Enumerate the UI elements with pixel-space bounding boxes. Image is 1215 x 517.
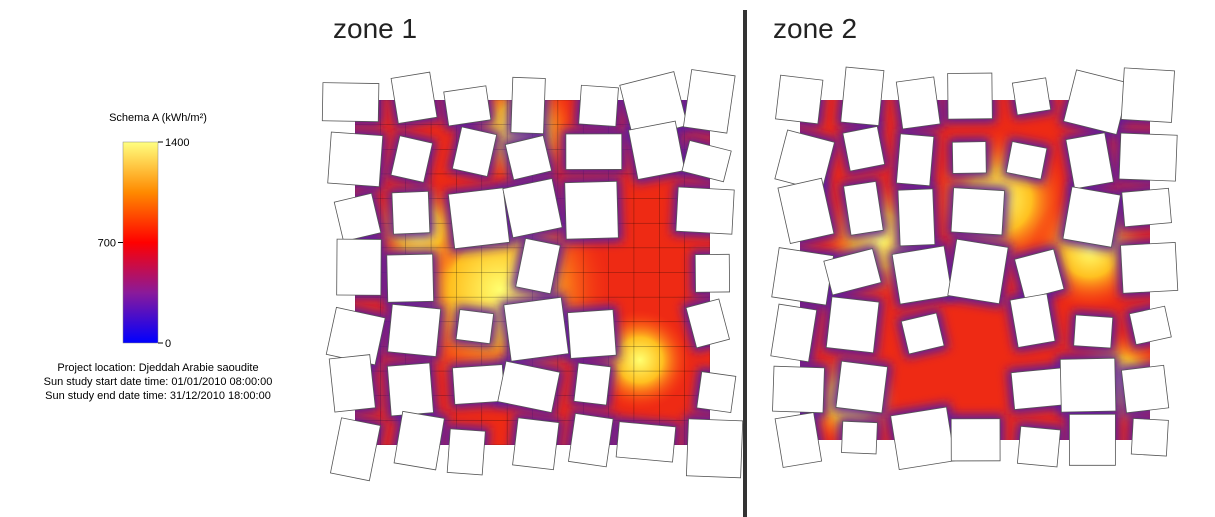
building [515, 237, 561, 295]
building [771, 247, 834, 306]
building [1065, 132, 1114, 190]
heatmap [321, 69, 744, 482]
building [774, 412, 823, 468]
building [1128, 305, 1172, 346]
building [330, 417, 381, 482]
building [681, 139, 732, 183]
building [897, 188, 936, 247]
zone-label: zone 2 [773, 13, 857, 44]
building [393, 410, 445, 471]
building [502, 178, 563, 239]
building [694, 253, 731, 293]
building [391, 190, 431, 235]
building [842, 125, 886, 172]
building [1121, 187, 1172, 228]
building [615, 421, 677, 463]
building [950, 187, 1005, 236]
building [564, 180, 619, 240]
building [443, 85, 492, 127]
building [891, 245, 953, 305]
building [510, 76, 546, 135]
info-line: Project location: Djeddah Arabie saoudit… [57, 362, 258, 374]
building [512, 417, 560, 471]
building [685, 298, 730, 349]
building [1120, 67, 1175, 123]
building [947, 72, 993, 120]
building [1009, 293, 1056, 348]
building [390, 71, 438, 124]
building [321, 82, 380, 123]
building [1010, 367, 1067, 410]
building [1011, 77, 1052, 116]
building [772, 365, 825, 414]
building [896, 133, 935, 187]
building [447, 187, 510, 250]
building [1118, 132, 1178, 182]
building [336, 238, 382, 296]
building [1068, 413, 1116, 466]
building [568, 412, 614, 468]
legend-title: Schema A (kWh/m²) [109, 112, 207, 124]
zone-label: zone 1 [333, 13, 417, 44]
building [1130, 417, 1169, 457]
building [775, 74, 824, 125]
building [947, 238, 1009, 305]
building [451, 126, 498, 177]
tick-label: 1400 [165, 137, 189, 149]
building [890, 406, 956, 471]
building [841, 420, 878, 455]
color-bar [122, 141, 159, 344]
building [386, 362, 434, 417]
building [675, 186, 735, 235]
building [840, 66, 885, 127]
building [1016, 425, 1061, 468]
info-line: Sun study end date time: 31/12/2010 18:0… [45, 390, 271, 402]
building [327, 131, 384, 188]
building [333, 192, 382, 243]
building [1059, 357, 1117, 413]
building [328, 354, 376, 413]
heatmap [770, 66, 1179, 471]
legend-ticks: 1400 700 0 [98, 137, 190, 350]
building [895, 76, 941, 130]
building [573, 362, 612, 406]
building [682, 69, 736, 134]
building [452, 364, 506, 405]
building [446, 428, 486, 476]
building [504, 135, 553, 181]
info-line: Sun study start date time: 01/01/2010 08… [44, 376, 273, 388]
building [770, 303, 818, 363]
building [777, 177, 835, 244]
building [823, 248, 882, 296]
building [390, 135, 433, 183]
building [628, 120, 686, 180]
tick-label: 0 [165, 338, 171, 350]
building [455, 309, 495, 345]
building [1005, 141, 1048, 180]
building [386, 253, 435, 303]
building [1062, 186, 1121, 248]
building [497, 360, 561, 414]
building [685, 418, 744, 479]
building [835, 360, 888, 414]
building [696, 371, 737, 414]
building [567, 309, 617, 359]
building [900, 312, 945, 355]
building [565, 133, 623, 170]
building [503, 296, 570, 362]
building [843, 180, 884, 236]
building [825, 296, 880, 354]
building [1073, 314, 1114, 349]
tick-label: 700 [98, 238, 116, 250]
building [578, 84, 619, 127]
building [951, 141, 987, 174]
building [950, 418, 1001, 462]
building [387, 303, 442, 358]
building [1120, 241, 1179, 294]
building [1121, 364, 1170, 414]
